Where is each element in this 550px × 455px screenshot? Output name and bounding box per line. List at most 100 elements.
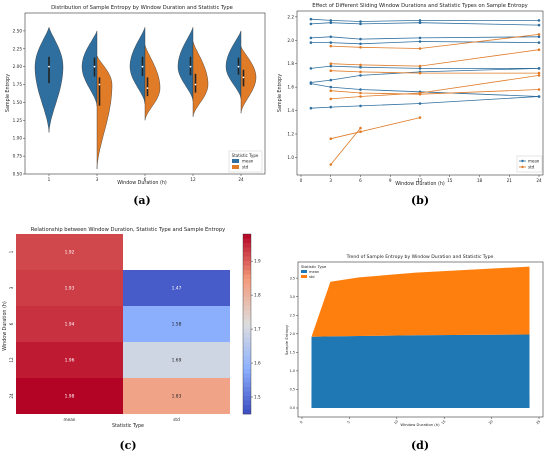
panel-c-xtick-label: mean [64,417,76,422]
panel-c-cell-3-std [123,270,230,306]
panel-c-ytick-label: 12 [9,357,14,363]
panel-c-colorbar-segment [243,369,251,374]
panel-a-xtick-label: 3 [96,177,99,182]
panel-a-ylabel: Sample Entropy [5,74,11,112]
panel-d-xtick-label: 20 [488,419,494,425]
panel-b-xtick-label: 12 [417,178,423,183]
panel-b-point-std [329,44,333,48]
panel-a-legend-label-std: std [242,165,249,170]
panel-c-colorbar-segment [243,337,251,343]
panel-c-colorbar-segment [243,234,251,239]
panel-d-legend-label-mean: mean [309,270,319,274]
panel-c-colorbar-segment [243,328,251,334]
panel-c-colorbar-segment [243,288,251,293]
panel-a-legend-title: Statistic Type [232,153,259,158]
panel-c-colorbar-segment [243,297,251,302]
panel-b-xtick-label: 6 [359,178,362,183]
panel-d-ylabel: Sample Entropy [284,324,289,355]
panel-c-colorbar-label: 1.5 [254,395,261,400]
panel-d-ytick-label: 3.0 [290,295,295,299]
panel-c-colorbar-segment [243,373,251,379]
panel-b-point-std [329,89,333,92]
panel-d-ytick-label: 3.5 [290,276,295,280]
panel-b-point-std [329,97,333,101]
panel-b-point-std [359,70,362,74]
panel-c-colorbar-label: 1.8 [254,293,261,298]
panel-b-point-mean [359,74,362,77]
panel-b-point-mean [537,41,541,44]
panel-b-point-mean [537,19,541,22]
panel-c-colorbar-segment [243,252,251,257]
panel-d-caption: (d) [411,439,429,452]
panel-b-line-std-8 [330,34,540,49]
panel-d-legend-swatch-mean [301,270,307,273]
panel-b-point-mean [359,65,362,69]
panel-c-cell-label: 1.47 [172,286,182,292]
panel-c-colorbar-segment [243,247,251,253]
panel-d-xtick-label: 0 [299,420,303,424]
panel-d-title: Trend of Sample Entropy by Window Durati… [346,254,494,260]
panel-a-legend-swatch-std [232,165,239,169]
panel-c-colorbar-segment [243,301,251,307]
panel-c-cell-label: 1.94 [65,322,75,328]
panel-b-point-mean [359,20,362,23]
panel-d-xtick-label: 15 [441,419,447,425]
panel-b-ytick-label: 1.6 [287,85,294,90]
panel-c-cell-24-std [123,378,230,414]
panel-c-ytick-label: 24 [9,393,14,399]
panel-a-ytick-label: 1.00 [13,136,23,141]
panel-c-colorbar-segment [243,391,251,397]
panel-b-xtick-label: 9 [389,178,392,183]
panel-b-legend-label-mean: mean [528,159,540,164]
panel-c-colorbar-segment [243,405,251,410]
panel-a-violin-mean-24 [225,30,242,99]
panel-c-colorbar-segment [243,315,251,320]
panel-c-colorbar-segment [243,256,251,262]
panel-a-xtick-label: 1 [48,177,51,182]
panel-a-ytick-label: 0.50 [13,172,23,177]
panel-b-point-mean [359,104,362,108]
panel-a-ytick-label: 1.50 [13,100,23,105]
panel-d-xtick-label: 5 [347,420,351,424]
panel-b-line-std-10 [330,70,539,74]
panel-c-colorbar-segment [243,306,251,311]
panel-b-caption: (b) [411,194,429,207]
panel-a-violin-mean-12 [177,27,194,102]
panel-a-ytick-label: 1.75 [13,82,23,87]
panel-d-area-mean [311,334,530,408]
panel-c-colorbar-label: 1.7 [254,327,261,332]
panel-b-point-std [329,163,333,166]
panel-c-cell-label: 1.98 [65,394,75,400]
panel-b-point-std [537,48,541,51]
panel-b: Effect of Different Sliding Window Durat… [277,3,544,207]
panel-c-colorbar-segment [243,319,251,325]
panel-a-median-std-3 [98,83,101,86]
panel-d-legend-title: Statistic Type [301,264,327,269]
panel-d-legend: Statistic Type mean std [301,264,327,279]
panel-c-colorbar-segment [243,360,251,365]
panel-c-colorbar-segment [243,310,251,316]
panel-b-point-std [359,46,362,49]
panel-b-line-std-12 [330,75,540,100]
panel-c-colorbar-label: 1.6 [254,361,261,366]
panel-c-ytick-label: 6 [9,322,14,325]
panel-b-point-mean [329,105,333,109]
panel-b-point-mean [418,102,422,105]
panel-c-ylabel: Window Duration (h) [2,301,8,351]
panel-b-point-mean [418,36,422,40]
panel-b-line-std-14 [330,127,361,165]
panel-d: Trend of Sample Entropy by Window Durati… [284,254,544,452]
panel-b-point-mean [329,19,333,22]
panel-a-ytick-label: 0.75 [13,154,23,159]
panel-c-cell-12-mean [16,342,123,378]
panel-c-cell-3-mean [16,270,123,306]
panel-b-point-mean [329,78,333,82]
panel-b-xtick-label: 15 [447,178,453,183]
panel-d-xlabel: Window Duration (h) [400,422,440,427]
panel-a-xtick-label: 6 [144,177,147,182]
panel-b-xtick-label: 24 [536,178,542,183]
panel-c-colorbar-segment [243,283,251,289]
panel-b-point-mean [537,95,541,98]
panel-b-point-std [537,88,541,91]
panel-c-cell-label: 1.92 [65,250,75,256]
